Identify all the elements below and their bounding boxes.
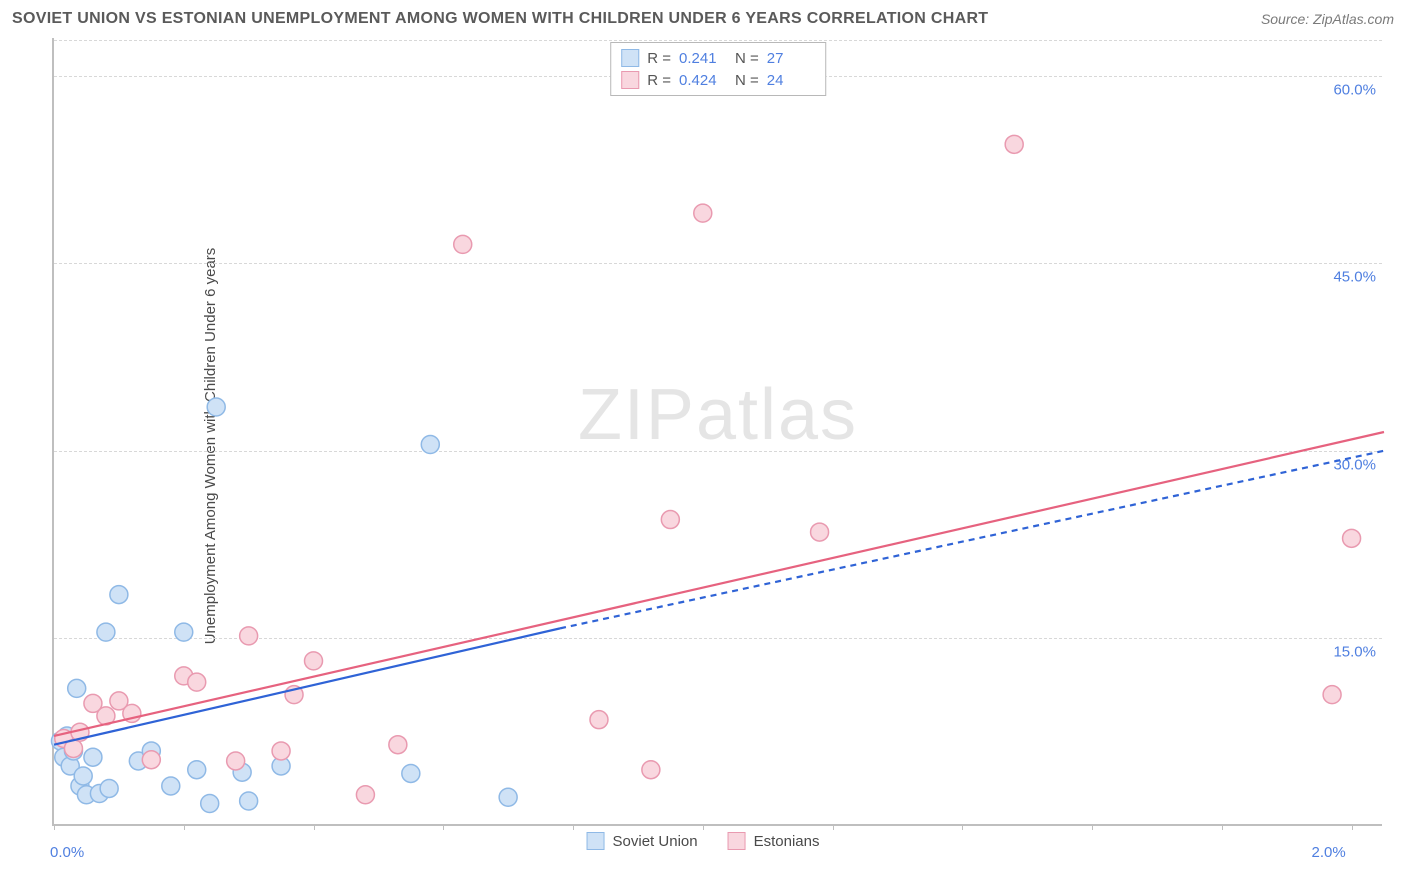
data-point xyxy=(661,511,679,529)
r-label: R = xyxy=(647,72,671,89)
data-point xyxy=(68,679,86,697)
trend-line xyxy=(54,432,1384,736)
data-point xyxy=(201,794,219,812)
x-tick-label: 0.0% xyxy=(50,844,84,861)
data-point xyxy=(454,235,472,253)
legend-item: Soviet Union xyxy=(587,832,698,850)
data-point xyxy=(100,779,118,797)
data-point xyxy=(811,523,829,541)
data-point xyxy=(402,764,420,782)
swatch-estonian xyxy=(621,71,639,89)
data-point xyxy=(421,436,439,454)
data-point xyxy=(142,751,160,769)
trend-line-extended xyxy=(560,451,1384,629)
correlation-legend: R = 0.241 N = 27 R = 0.424 N = 24 xyxy=(610,42,826,96)
data-point xyxy=(240,627,258,645)
legend-label: Estonians xyxy=(754,833,820,850)
data-point xyxy=(590,711,608,729)
n-label: N = xyxy=(735,72,759,89)
data-point xyxy=(207,398,225,416)
n-label: N = xyxy=(735,50,759,67)
legend-item: Estonians xyxy=(728,832,820,850)
plot-area: ZIPatlas 15.0%30.0%45.0%60.0% R = 0.241 … xyxy=(52,38,1382,826)
n-value-estonian: 24 xyxy=(767,72,815,89)
data-point xyxy=(188,673,206,691)
data-point xyxy=(272,742,290,760)
legend-row-estonian: R = 0.424 N = 24 xyxy=(621,69,815,91)
n-value-soviet: 27 xyxy=(767,50,815,67)
data-point xyxy=(305,652,323,670)
data-point xyxy=(240,792,258,810)
r-label: R = xyxy=(647,50,671,67)
data-point xyxy=(694,204,712,222)
data-point xyxy=(162,777,180,795)
trend-line xyxy=(54,628,560,744)
data-point xyxy=(356,786,374,804)
data-point xyxy=(499,788,517,806)
data-point xyxy=(1323,686,1341,704)
series-legend: Soviet Union Estonians xyxy=(587,832,820,850)
source-label: Source: ZipAtlas.com xyxy=(1261,11,1394,27)
data-point xyxy=(389,736,407,754)
data-point xyxy=(74,767,92,785)
data-point xyxy=(110,586,128,604)
scatter-chart xyxy=(54,38,1382,824)
swatch-icon xyxy=(728,832,746,850)
data-point xyxy=(84,748,102,766)
data-point xyxy=(175,623,193,641)
data-point xyxy=(188,761,206,779)
data-point xyxy=(97,623,115,641)
chart-title: SOVIET UNION VS ESTONIAN UNEMPLOYMENT AM… xyxy=(12,10,988,28)
swatch-soviet xyxy=(621,49,639,67)
x-tick-label: 2.0% xyxy=(1312,844,1346,861)
r-value-estonian: 0.424 xyxy=(679,72,727,89)
data-point xyxy=(1005,135,1023,153)
data-point xyxy=(1343,529,1361,547)
swatch-icon xyxy=(587,832,605,850)
data-point xyxy=(227,752,245,770)
data-point xyxy=(642,761,660,779)
legend-label: Soviet Union xyxy=(613,833,698,850)
legend-row-soviet: R = 0.241 N = 27 xyxy=(621,47,815,69)
r-value-soviet: 0.241 xyxy=(679,50,727,67)
